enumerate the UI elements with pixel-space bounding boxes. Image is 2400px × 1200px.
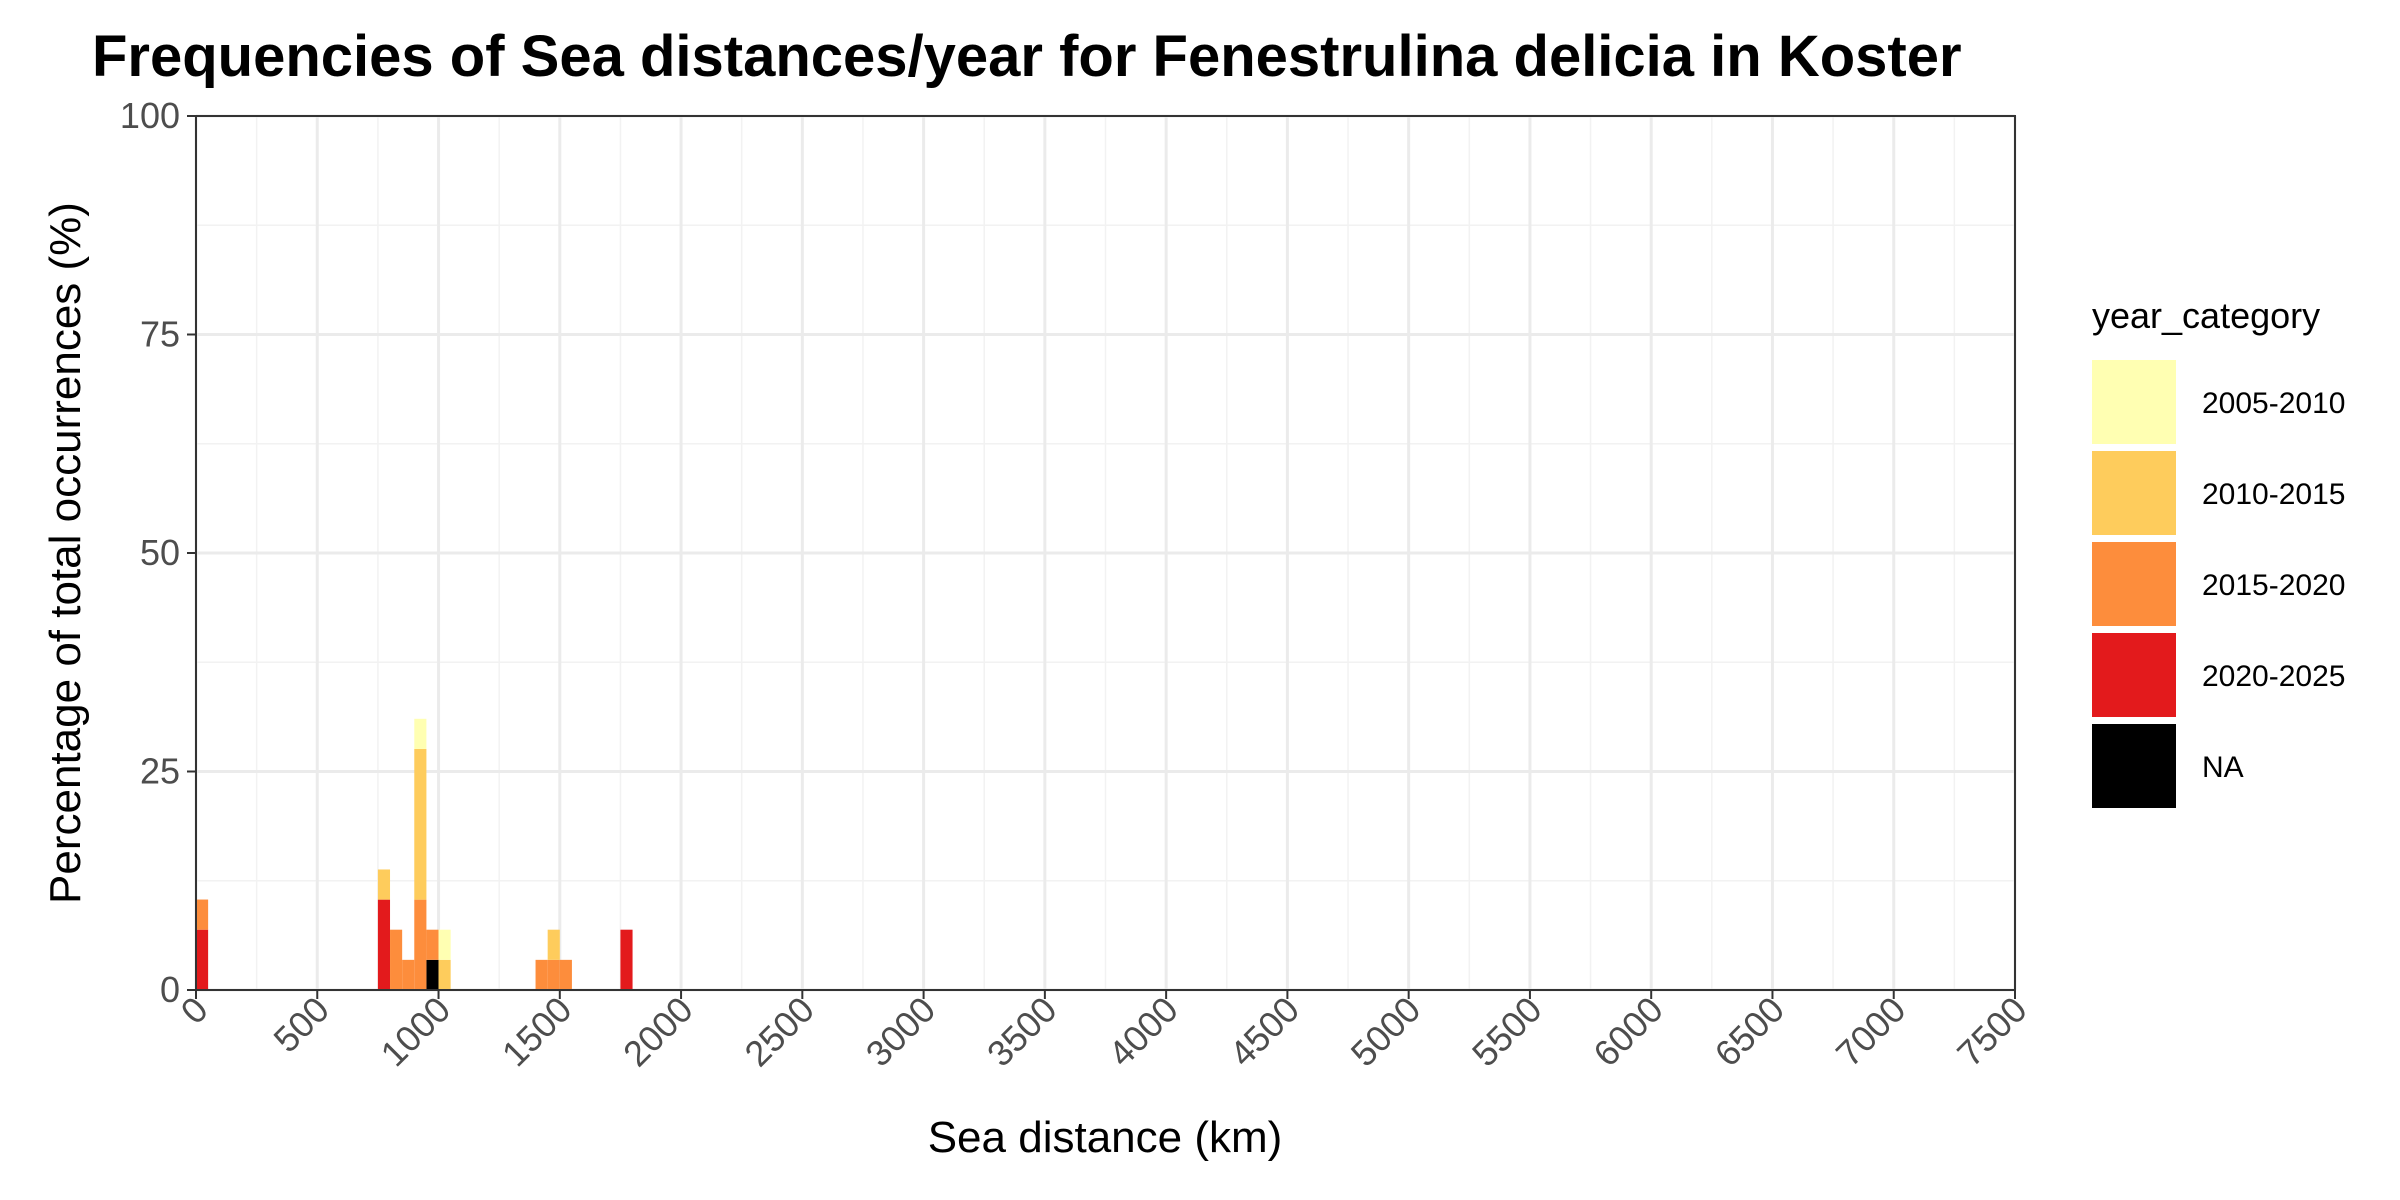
bar-segment [547, 929, 560, 960]
bar-segment [438, 959, 451, 990]
bar-segment [438, 929, 451, 960]
legend-key [2092, 360, 2176, 444]
legend-label: NA [2202, 751, 2244, 784]
y-axis-title: Percentage of total occurrences (%) [41, 202, 90, 904]
y-tick-label: 75 [140, 314, 180, 355]
bar-segment [377, 899, 391, 990]
legend-label: 2020-2025 [2202, 660, 2345, 693]
bar-segment [414, 899, 427, 990]
y-tick-label: 25 [140, 751, 180, 792]
legend-label: 2005-2010 [2202, 387, 2345, 420]
bar-segment [620, 929, 633, 990]
legend-key [2092, 633, 2176, 717]
legend-label: 2015-2020 [2202, 569, 2345, 602]
bar-segment [535, 959, 548, 990]
bar-segment [390, 929, 403, 990]
bar-segment [196, 929, 209, 990]
bar-segment [547, 959, 560, 990]
bar-segment [414, 748, 427, 900]
legend-title: year_category [2092, 295, 2320, 336]
legend-key [2092, 451, 2176, 535]
bar-segment [426, 959, 439, 990]
bar-segment [196, 899, 209, 930]
chart-title: Frequencies of Sea distances/year for Fe… [92, 24, 1962, 89]
bar-segment [402, 959, 415, 990]
y-tick-label: 0 [160, 969, 180, 1010]
bar-segment [559, 959, 572, 990]
y-tick-label: 50 [140, 532, 180, 573]
bar-segment [426, 929, 439, 960]
legend: year_category 2005-2010 2010-2015 2015-202… [2092, 295, 2345, 808]
y-axis-ticks: 0 25 50 75 100 [120, 95, 196, 1010]
legend-label: 2010-2015 [2202, 478, 2345, 511]
legend-key [2092, 542, 2176, 626]
x-axis-title: Sea distance (km) [928, 1113, 1283, 1162]
bar-segment [414, 718, 427, 749]
y-tick-label: 100 [120, 95, 180, 136]
bars [196, 718, 633, 990]
legend-key [2092, 724, 2176, 808]
bar-segment [377, 869, 391, 900]
